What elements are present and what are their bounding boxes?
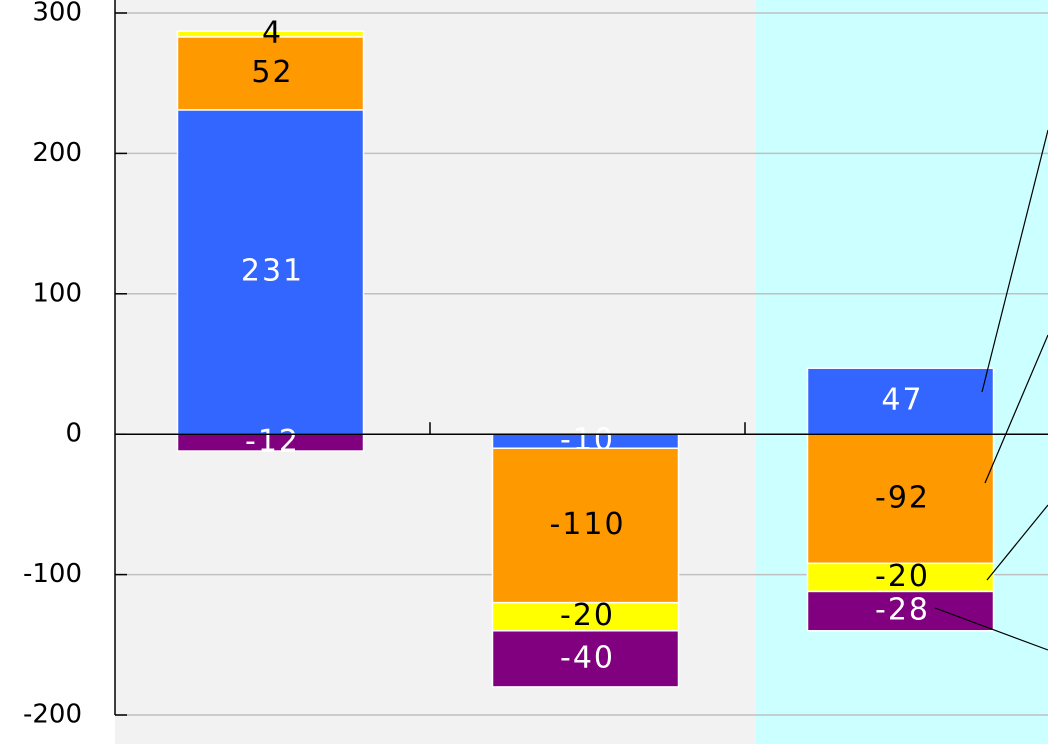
value-label: 52 bbox=[251, 55, 293, 90]
value-label: -110 bbox=[549, 507, 625, 542]
bar-segment bbox=[806, 367, 995, 435]
y-tick-label: 200 bbox=[32, 138, 82, 168]
value-label: 47 bbox=[881, 383, 923, 418]
y-tick-label: 100 bbox=[32, 278, 82, 308]
y-tick-label: 0 bbox=[65, 419, 82, 449]
leader-lines bbox=[934, 129, 1048, 651]
y-tick-label: -100 bbox=[23, 559, 82, 589]
value-label: -12 bbox=[245, 424, 300, 459]
value-label: -28 bbox=[875, 593, 930, 628]
leader-line bbox=[934, 607, 1048, 651]
bar-segment bbox=[491, 630, 680, 688]
value-label: -40 bbox=[560, 640, 615, 675]
bar-segment bbox=[806, 590, 995, 632]
value-label: -20 bbox=[875, 559, 930, 594]
leader-line bbox=[984, 334, 1048, 484]
y-tick-label: -200 bbox=[23, 700, 82, 730]
bar-segment bbox=[176, 30, 365, 38]
value-label: 4 bbox=[262, 16, 283, 51]
value-label: 231 bbox=[241, 254, 304, 289]
bar-segment bbox=[806, 433, 995, 565]
value-label: -20 bbox=[560, 598, 615, 633]
value-label: -92 bbox=[875, 480, 930, 515]
bar-segment bbox=[491, 601, 680, 632]
bar-segment bbox=[176, 109, 365, 435]
bar-segment bbox=[176, 36, 365, 111]
leader-line bbox=[981, 129, 1048, 393]
y-tick-label: 300 bbox=[32, 0, 82, 28]
bar-segment bbox=[491, 447, 680, 604]
leader-line bbox=[986, 504, 1048, 581]
